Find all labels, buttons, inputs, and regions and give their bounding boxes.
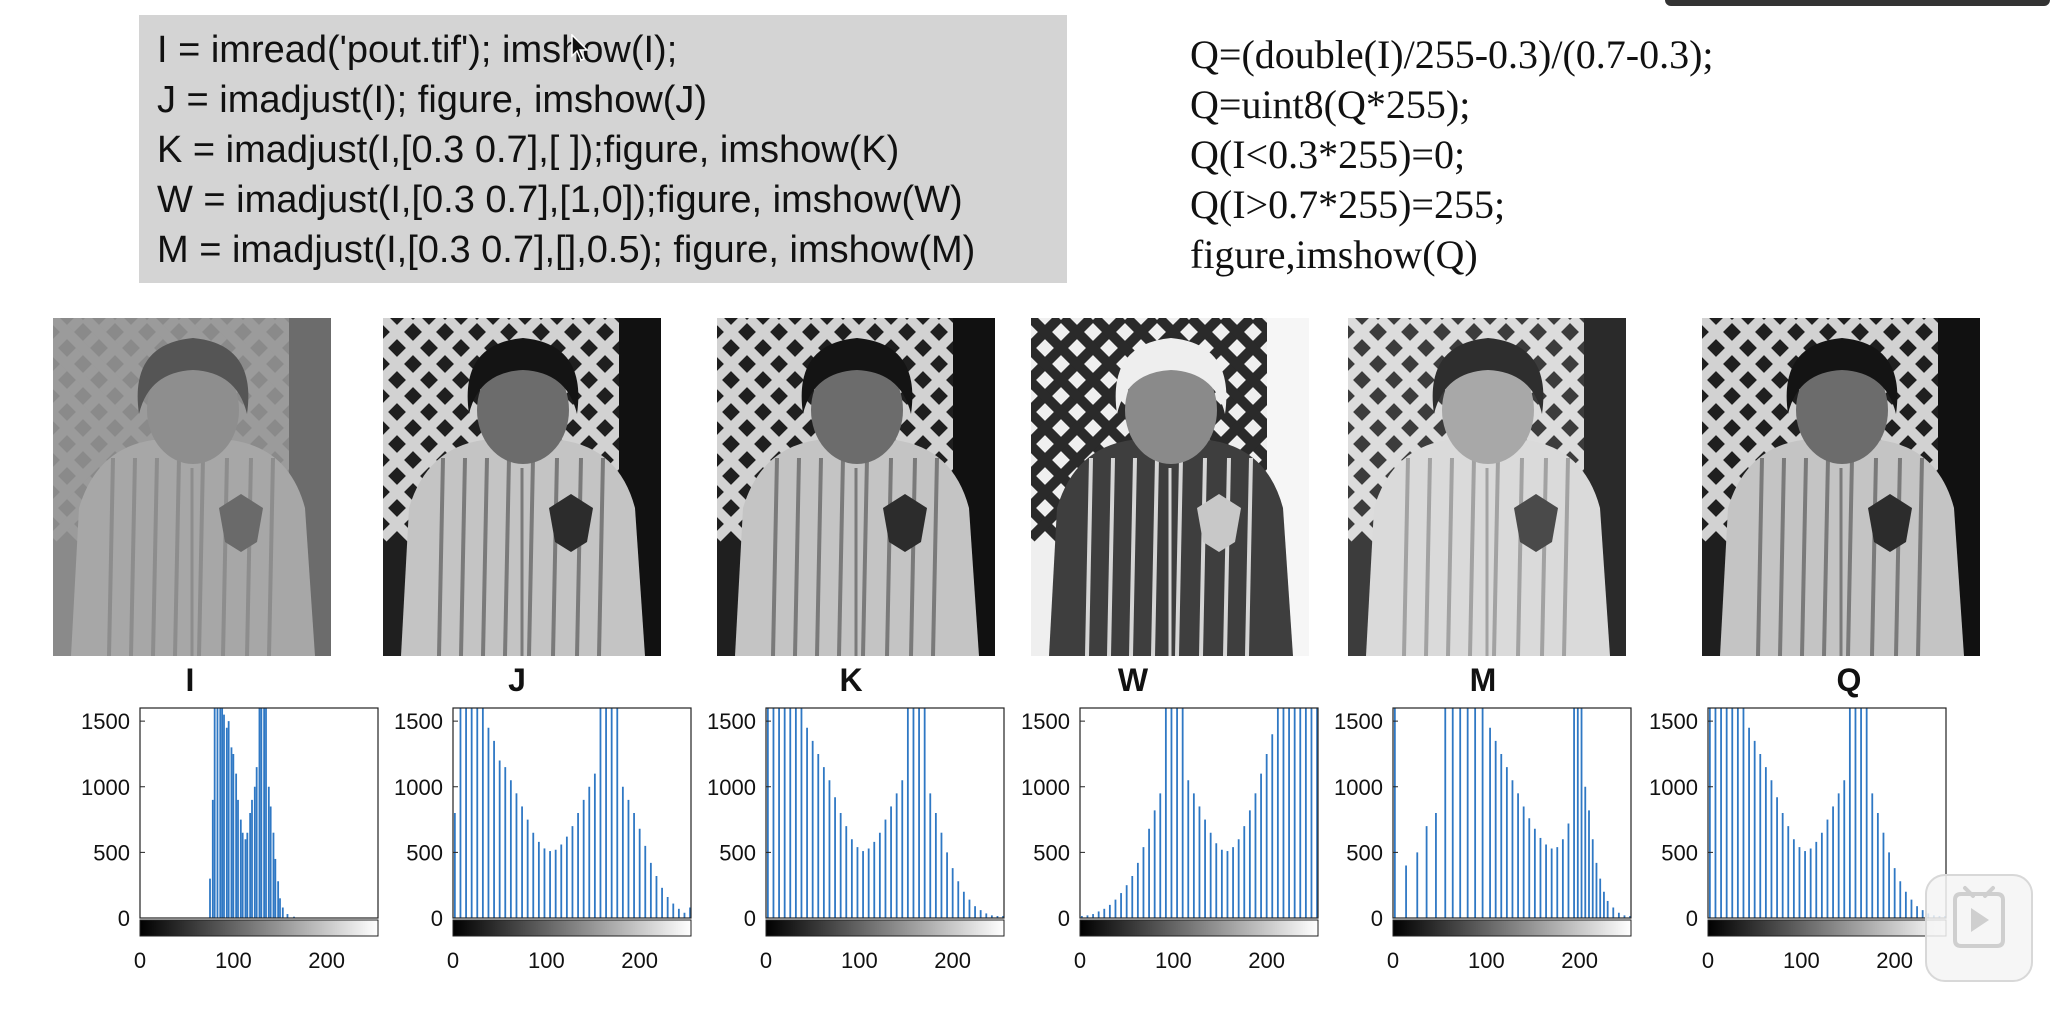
histogram-I: 0 500 1000 1500 0 100 200 (81, 707, 379, 973)
y-tick-label: 1000 (1334, 775, 1383, 800)
image-label: J (508, 662, 526, 698)
x-tick-label: 100 (1155, 948, 1192, 973)
x-tick-label: 200 (621, 948, 658, 973)
y-tick-label: 1000 (1649, 775, 1698, 800)
x-tick-label: 100 (1783, 948, 1820, 973)
y-tick-label: 0 (431, 906, 443, 931)
child-portrait-image (717, 318, 995, 656)
image-label: I (185, 662, 195, 698)
x-tick-label: 0 (760, 948, 772, 973)
y-tick-label: 0 (118, 906, 130, 931)
y-tick-label: 0 (1371, 906, 1383, 931)
y-tick-label: 500 (1346, 840, 1383, 865)
code-line: I = imread('pout.tif'); imshow(I); (157, 29, 678, 71)
y-tick-label: 0 (744, 906, 756, 931)
child-portrait-image (53, 318, 331, 656)
photo-J (383, 318, 661, 656)
image-label: Q (1836, 662, 1862, 698)
photo-Q (1702, 318, 1980, 656)
play-button[interactable] (1925, 874, 2033, 982)
play-icon (1953, 886, 2005, 948)
y-tick-label: 1500 (394, 709, 443, 734)
y-tick-label: 0 (1058, 906, 1070, 931)
formula-line: Q=(double(I)/255-0.3)/(0.7-0.3); (1190, 32, 1714, 77)
code-line: M = imadjust(I,[0.3 0.7],[],0.5); figure… (157, 229, 976, 271)
y-tick-label: 1500 (1021, 709, 1070, 734)
x-tick-label: 200 (1248, 948, 1285, 973)
x-tick-label: 0 (1074, 948, 1086, 973)
y-tick-label: 1500 (81, 709, 130, 734)
photo-M (1348, 318, 1626, 656)
x-tick-label: 200 (308, 948, 345, 973)
x-tick-label: 0 (134, 948, 146, 973)
x-tick-label: 0 (1387, 948, 1399, 973)
grayscale-colorbar (139, 919, 379, 937)
y-tick-label: 500 (406, 840, 443, 865)
window-top-bar (1665, 0, 2050, 6)
image-label: K (839, 662, 863, 698)
x-tick-label: 200 (1561, 948, 1598, 973)
formula-line: Q=uint8(Q*255); (1190, 82, 1471, 127)
x-tick-label: 0 (447, 948, 459, 973)
child-portrait-image (1702, 318, 1980, 656)
y-tick-label: 500 (1661, 840, 1698, 865)
child-portrait-image (383, 318, 661, 656)
x-tick-label: 200 (934, 948, 971, 973)
y-tick-label: 1000 (1021, 775, 1070, 800)
child-portrait-image (1348, 318, 1626, 656)
histogram-K: 0 500 1000 1500 0 100 200 (707, 707, 1005, 973)
x-tick-label: 100 (215, 948, 252, 973)
code-line: K = imadjust(I,[0.3 0.7],[ ]);figure, im… (157, 129, 900, 171)
formula-line: Q(I>0.7*255)=255; (1190, 182, 1506, 227)
image-label: M (1469, 662, 1497, 698)
histogram-W: 0 500 1000 1500 0 100 200 (1021, 707, 1319, 973)
histogram-M: 0 500 1000 1500 0 100 200 (1334, 707, 1632, 973)
y-tick-label: 1500 (1334, 709, 1383, 734)
formula-line: figure,imshow(Q) (1190, 232, 1478, 277)
x-tick-label: 200 (1876, 948, 1913, 973)
child-portrait-image (1031, 318, 1309, 656)
y-tick-label: 1000 (707, 775, 756, 800)
y-tick-label: 500 (93, 840, 130, 865)
histogram-Q: 0 500 1000 1500 0 100 200 (1649, 707, 1947, 973)
photo-I (53, 318, 331, 656)
y-tick-label: 500 (719, 840, 756, 865)
formula-box: Q=(double(I)/255-0.3)/(0.7-0.3); Q=uint8… (1190, 30, 1714, 280)
y-tick-label: 1000 (394, 775, 443, 800)
grayscale-colorbar (765, 919, 1005, 937)
formula-line: Q(I<0.3*255)=0; (1190, 132, 1466, 177)
grayscale-colorbar (1079, 919, 1319, 937)
grayscale-colorbar (1392, 919, 1632, 937)
code-line: W = imadjust(I,[0.3 0.7],[1,0]);figure, … (157, 179, 963, 221)
grayscale-colorbar (1707, 919, 1947, 937)
photo-W (1031, 318, 1309, 656)
x-tick-label: 100 (1468, 948, 1505, 973)
x-tick-label: 0 (1702, 948, 1714, 973)
y-tick-label: 1000 (81, 775, 130, 800)
mouse-cursor-icon (571, 34, 589, 61)
x-tick-label: 100 (528, 948, 565, 973)
grayscale-colorbar (452, 919, 692, 937)
matlab-code-box: I = imread('pout.tif'); imshow(I); J = i… (139, 15, 1067, 283)
y-tick-label: 1500 (1649, 709, 1698, 734)
code-line: J = imadjust(I); figure, imshow(J) (157, 79, 708, 121)
photo-K (717, 318, 995, 656)
y-tick-label: 1500 (707, 709, 756, 734)
x-tick-label: 100 (841, 948, 878, 973)
histogram-J: 0 500 1000 1500 0 100 200 (394, 707, 692, 973)
image-label: W (1117, 662, 1149, 698)
y-tick-label: 0 (1686, 906, 1698, 931)
y-tick-label: 500 (1033, 840, 1070, 865)
